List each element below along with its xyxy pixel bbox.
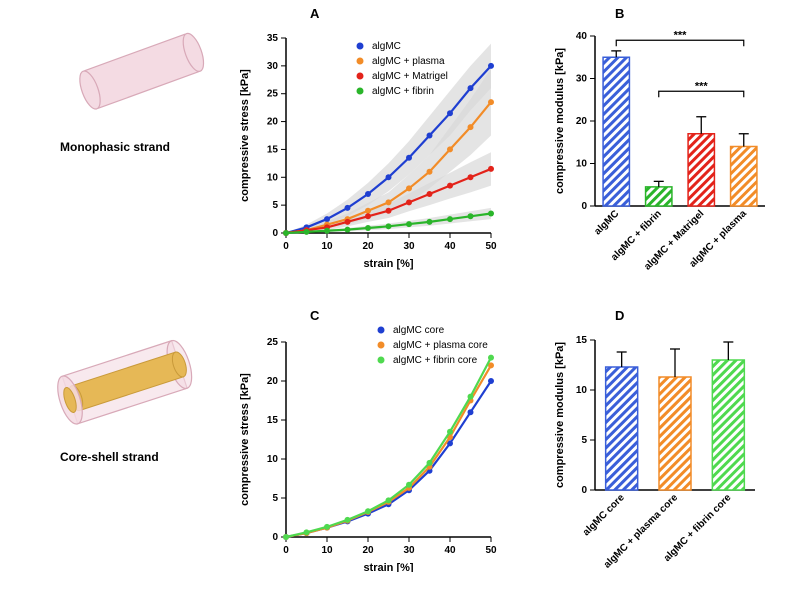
svg-text:35: 35	[267, 33, 279, 44]
svg-text:40: 40	[444, 545, 456, 556]
svg-text:algMC core: algMC core	[393, 325, 445, 336]
svg-text:0: 0	[581, 485, 587, 496]
svg-text:40: 40	[576, 31, 588, 42]
svg-text:algMC + plasma core: algMC + plasma core	[393, 340, 488, 351]
svg-text:10: 10	[321, 241, 333, 252]
svg-text:30: 30	[576, 74, 588, 85]
svg-text:5: 5	[272, 493, 278, 504]
monophasic-label: Monophasic strand	[60, 140, 170, 154]
svg-text:10: 10	[576, 159, 588, 170]
svg-text:***: ***	[674, 29, 688, 41]
coreshell-label: Core-shell strand	[60, 450, 159, 464]
svg-text:0: 0	[283, 545, 289, 556]
svg-text:5: 5	[581, 435, 587, 446]
svg-text:15: 15	[267, 415, 279, 426]
svg-text:15: 15	[267, 144, 279, 155]
svg-text:algMC: algMC	[592, 208, 621, 237]
svg-text:30: 30	[267, 61, 279, 72]
svg-text:strain [%]: strain [%]	[363, 258, 413, 270]
svg-text:algMC + plasma: algMC + plasma	[372, 56, 445, 67]
svg-text:algMC + fibrin core: algMC + fibrin core	[393, 355, 478, 366]
chart-c-stress-strain: 0 10 20 30 40 50 0 5 10 15 20 25 strain [%] compressi…	[228, 322, 503, 572]
svg-text:10: 10	[321, 545, 333, 556]
svg-text:algMC core: algMC core	[581, 492, 627, 538]
chart-d-modulus-bars: 0 5 10 15 compressive modulus [kPa] algMC cor…	[545, 320, 785, 600]
svg-text:10: 10	[576, 385, 588, 396]
svg-text:0: 0	[272, 532, 278, 543]
svg-text:50: 50	[485, 545, 497, 556]
svg-text:5: 5	[272, 200, 278, 211]
svg-text:compressive stress [kPa]: compressive stress [kPa]	[239, 69, 251, 202]
svg-text:0: 0	[581, 201, 587, 212]
svg-text:30: 30	[403, 241, 415, 252]
svg-text:20: 20	[576, 116, 588, 127]
svg-text:compressive stress [kPa]: compressive stress [kPa]	[239, 373, 251, 506]
svg-text:15: 15	[576, 335, 588, 346]
svg-text:compressive modulus [kPa]: compressive modulus [kPa]	[554, 342, 566, 488]
svg-text:25: 25	[267, 89, 279, 100]
svg-text:25: 25	[267, 337, 279, 348]
svg-text:algMC: algMC	[372, 41, 401, 52]
svg-text:algMC + Matrigel: algMC + Matrigel	[372, 71, 448, 82]
svg-text:10: 10	[267, 454, 279, 465]
svg-text:algMC + fibrin: algMC + fibrin	[372, 86, 434, 97]
svg-text:40: 40	[444, 241, 456, 252]
svg-text:10: 10	[267, 172, 279, 183]
svg-text:20: 20	[362, 241, 374, 252]
chart-a-stress-strain: 0 10 20 30 40 50 0 5 10 15 20 25 30 35 strain [%] compr…	[228, 20, 503, 270]
svg-text:0: 0	[283, 241, 289, 252]
chart-b-modulus-bars: 010203040compressive modulus [kPa]algMCa…	[545, 18, 785, 298]
svg-text:strain [%]: strain [%]	[363, 562, 413, 572]
svg-text:0: 0	[272, 228, 278, 239]
svg-text:20: 20	[267, 376, 279, 387]
svg-text:***: ***	[695, 80, 709, 92]
svg-text:20: 20	[267, 117, 279, 128]
svg-text:50: 50	[485, 241, 497, 252]
svg-text:30: 30	[403, 545, 415, 556]
svg-text:compressive modulus [kPa]: compressive modulus [kPa]	[554, 48, 566, 194]
svg-text:20: 20	[362, 545, 374, 556]
